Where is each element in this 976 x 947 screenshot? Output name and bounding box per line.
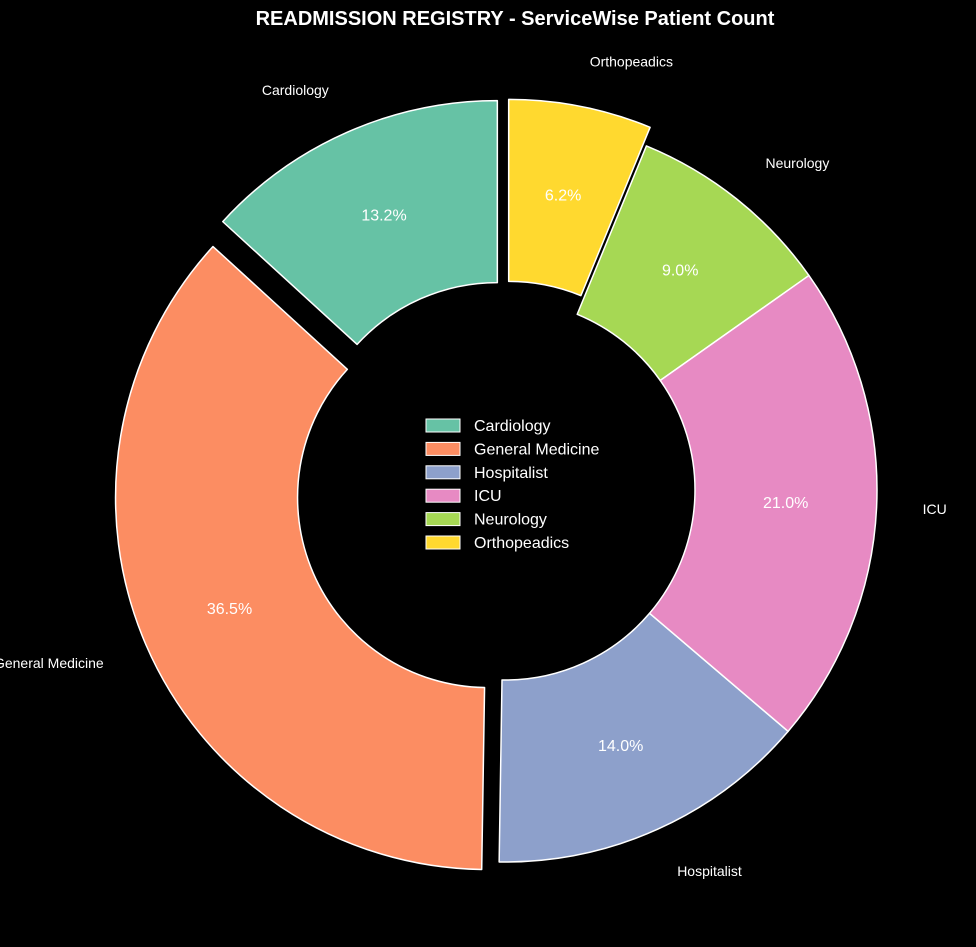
legend-label-hospitalist: Hospitalist	[474, 465, 548, 482]
category-label-hospitalist: Hospitalist	[677, 863, 742, 879]
category-label-icu: ICU	[923, 501, 947, 517]
slice-icu	[648, 274, 878, 733]
percent-label-orthopeadics: 6.2%	[545, 188, 581, 205]
slice-hospitalist	[498, 612, 789, 863]
legend-swatch-orthopeadics	[425, 535, 461, 550]
slice-neurology	[576, 145, 810, 382]
percent-label-hospitalist: 14.0%	[598, 738, 643, 755]
category-label-general-medicine: General Medicine	[0, 655, 104, 671]
category-label-neurology: Neurology	[766, 155, 830, 171]
category-label-cardiology: Cardiology	[262, 82, 329, 98]
chart-title: READMISSION REGISTRY - ServiceWise Patie…	[256, 8, 775, 30]
slice-orthopeadics	[507, 98, 651, 297]
legend-label-cardiology: Cardiology	[474, 418, 550, 435]
pie-slices	[114, 98, 878, 871]
percent-labels: 13.2% 36.5% 14.0% 21.0% 9.0% 6.2%	[207, 188, 809, 755]
category-label-orthopeadics: Orthopeadics	[590, 53, 673, 69]
legend-label-general-medicine: General Medicine	[474, 441, 600, 458]
legend: Cardiology General Medicine Hospitalist ICU…	[425, 418, 600, 552]
slice-cardiology	[222, 99, 499, 346]
slice-general-medicine	[114, 245, 486, 871]
percent-label-general-medicine: 36.5%	[207, 601, 252, 618]
category-labels: Cardiology General Medicine Hospitalist ICU…	[0, 53, 947, 879]
percent-label-icu: 21.0%	[763, 495, 808, 512]
legend-swatch-icu	[425, 488, 461, 503]
percent-label-neurology: 9.0%	[662, 262, 698, 279]
legend-swatch-neurology	[425, 512, 461, 527]
legend-swatch-hospitalist	[425, 465, 461, 480]
legend-swatch-general-medicine	[425, 441, 461, 456]
legend-label-orthopeadics: Orthopeadics	[474, 535, 569, 552]
legend-swatch-cardiology	[425, 418, 461, 433]
legend-label-neurology: Neurology	[474, 512, 547, 529]
legend-label-icu: ICU	[474, 488, 502, 505]
percent-label-cardiology: 13.2%	[361, 208, 406, 225]
